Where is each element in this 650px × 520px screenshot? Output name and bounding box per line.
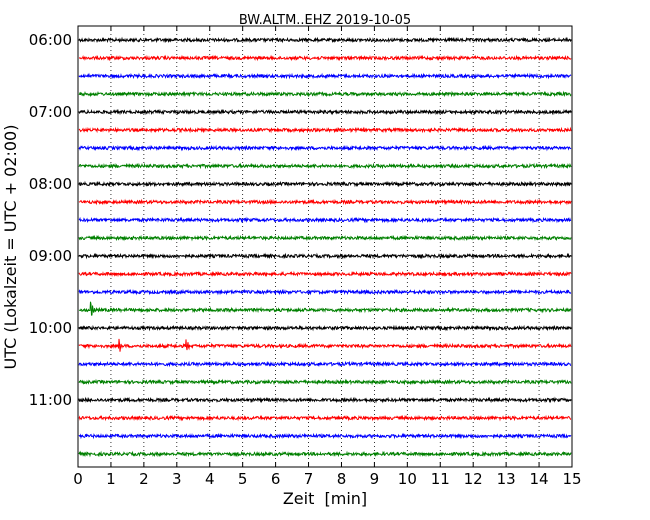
chart-title: BW.ALTM..EHZ 2019-10-05: [239, 13, 411, 28]
trace-0730: [78, 144, 572, 152]
trace-0745: [78, 162, 572, 170]
y-tick-label: 11:00: [29, 391, 72, 409]
trace-0630: [78, 72, 572, 80]
x-tick-label: 9: [370, 470, 380, 488]
trace-1100: [78, 396, 572, 404]
x-tick-label: 15: [562, 470, 581, 488]
x-tick-label: 2: [139, 470, 149, 488]
trace-0815: [78, 198, 572, 206]
y-tick-label: 07:00: [29, 103, 72, 121]
x-tick-label: 5: [238, 470, 248, 488]
y-tick-labels: 06:00 07:00 08:00 09:00 10:00 11:00: [29, 31, 72, 409]
trace-1145: [78, 450, 572, 458]
trace-1000: [78, 324, 572, 332]
x-axis-title: Zeit [min]: [283, 489, 367, 508]
y-tick-label: 08:00: [29, 175, 72, 193]
y-tick-label: 06:00: [29, 31, 72, 49]
x-tick-label: 6: [271, 470, 281, 488]
trace-1030: [78, 360, 572, 368]
x-tick-label: 11: [431, 470, 450, 488]
y-axis-title: UTC (Lokalzeit = UTC + 02:00): [1, 125, 20, 370]
trace-0945: [78, 301, 572, 316]
trace-0930: [78, 288, 572, 296]
x-tick-label: 7: [304, 470, 314, 488]
axis-ticks: [77, 26, 573, 467]
trace-0900: [78, 252, 572, 260]
trace-0800: [78, 180, 572, 188]
y-tick-label: 09:00: [29, 247, 72, 265]
trace-0915: [78, 270, 572, 278]
y-tick-label: 10:00: [29, 319, 72, 337]
trace-1015: [78, 338, 572, 352]
x-tick-labels: 0 1 2 3 4 5 6 7 8 9 10 11 12 13 14 15: [73, 470, 581, 488]
trace-1045: [78, 378, 572, 386]
trace-0645: [78, 90, 572, 98]
x-tick-label: 8: [337, 470, 347, 488]
x-tick-label: 14: [530, 470, 549, 488]
trace-1115: [78, 414, 572, 422]
x-tick-label: 1: [106, 470, 116, 488]
x-tick-label: 0: [73, 470, 83, 488]
trace-layer: [78, 36, 572, 458]
plot-frame: [77, 25, 573, 468]
grid-lines: [110, 26, 540, 467]
trace-0715: [78, 126, 572, 134]
trace-1130: [78, 432, 572, 440]
x-tick-label: 13: [497, 470, 516, 488]
trace-0615: [78, 54, 572, 62]
trace-0600: [78, 36, 572, 44]
trace-0845: [78, 234, 572, 242]
x-tick-label: 12: [464, 470, 483, 488]
x-tick-label: 4: [205, 470, 215, 488]
trace-0700: [78, 108, 572, 116]
x-tick-label: 10: [398, 470, 417, 488]
trace-0830: [78, 216, 572, 224]
x-tick-label: 3: [172, 470, 182, 488]
